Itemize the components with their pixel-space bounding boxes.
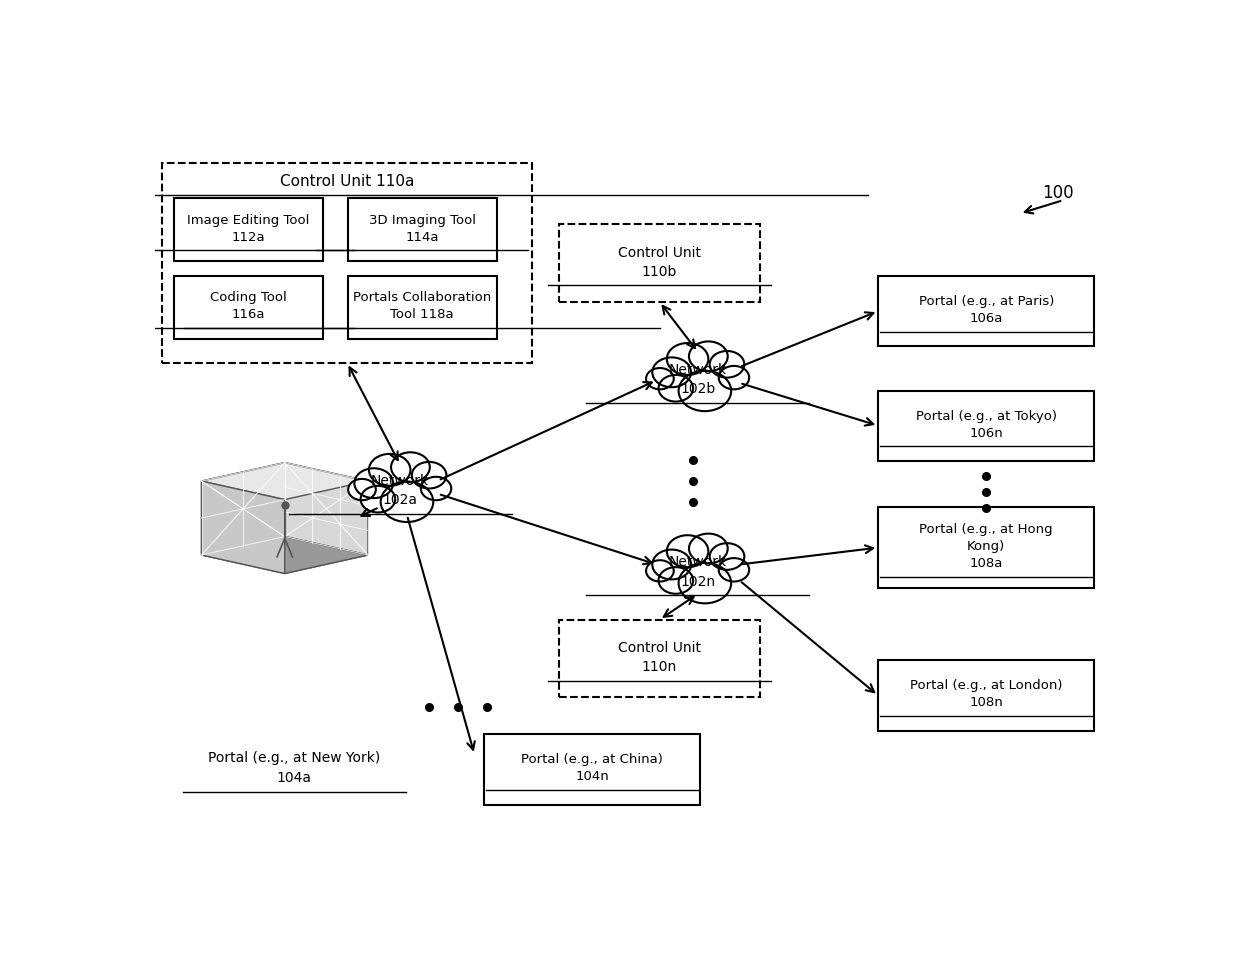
Text: 108n: 108n	[970, 696, 1003, 709]
Text: Control Unit 110a: Control Unit 110a	[280, 174, 414, 189]
Circle shape	[709, 351, 744, 377]
Text: Portal (e.g., at Tokyo): Portal (e.g., at Tokyo)	[916, 410, 1056, 422]
Circle shape	[652, 549, 691, 580]
Text: Control Unit: Control Unit	[618, 246, 701, 260]
FancyBboxPatch shape	[878, 660, 1095, 731]
Text: 112a: 112a	[232, 230, 265, 244]
Text: Tool 118a: Tool 118a	[391, 308, 454, 322]
Polygon shape	[202, 463, 368, 499]
Text: Portal (e.g., at New York): Portal (e.g., at New York)	[208, 752, 381, 765]
Polygon shape	[285, 463, 368, 555]
Text: 100: 100	[1043, 183, 1074, 202]
Circle shape	[420, 477, 451, 500]
FancyBboxPatch shape	[347, 276, 497, 339]
Circle shape	[391, 452, 430, 482]
Circle shape	[652, 357, 691, 387]
Text: 102n: 102n	[681, 575, 715, 588]
FancyBboxPatch shape	[559, 225, 760, 301]
FancyBboxPatch shape	[484, 734, 701, 804]
Circle shape	[412, 462, 446, 489]
Text: Network: Network	[668, 556, 727, 569]
Circle shape	[381, 482, 433, 522]
Circle shape	[370, 454, 410, 486]
Text: 104n: 104n	[575, 770, 609, 783]
Text: 110b: 110b	[642, 265, 677, 279]
Text: Portal (e.g., at Paris): Portal (e.g., at Paris)	[919, 295, 1054, 308]
Text: Control Unit: Control Unit	[618, 641, 701, 655]
FancyBboxPatch shape	[878, 276, 1095, 347]
Circle shape	[719, 366, 749, 390]
Text: 104a: 104a	[277, 771, 311, 785]
Text: 106a: 106a	[970, 312, 1003, 325]
FancyBboxPatch shape	[174, 199, 322, 261]
Text: Kong): Kong)	[967, 540, 1006, 553]
Circle shape	[678, 563, 732, 603]
Circle shape	[689, 534, 728, 564]
Circle shape	[658, 375, 693, 401]
Text: 116a: 116a	[232, 308, 265, 322]
Text: Portal (e.g., at London): Portal (e.g., at London)	[910, 680, 1063, 692]
FancyBboxPatch shape	[162, 163, 532, 363]
Circle shape	[646, 561, 673, 582]
Text: Portal (e.g., at China): Portal (e.g., at China)	[521, 754, 663, 766]
Circle shape	[667, 343, 708, 375]
Circle shape	[361, 486, 396, 513]
Polygon shape	[285, 481, 368, 573]
FancyBboxPatch shape	[174, 276, 322, 339]
Text: Coding Tool: Coding Tool	[210, 291, 286, 304]
Text: 102b: 102b	[681, 382, 715, 396]
Polygon shape	[202, 463, 285, 555]
Circle shape	[658, 567, 693, 593]
Circle shape	[678, 371, 732, 411]
Circle shape	[348, 479, 376, 500]
Text: 114a: 114a	[405, 230, 439, 244]
Text: Image Editing Tool: Image Editing Tool	[187, 214, 310, 227]
Circle shape	[646, 368, 673, 390]
Circle shape	[689, 342, 728, 372]
FancyBboxPatch shape	[878, 391, 1095, 461]
Circle shape	[667, 536, 708, 567]
Polygon shape	[202, 537, 368, 573]
FancyBboxPatch shape	[559, 620, 760, 697]
Text: 108a: 108a	[970, 558, 1003, 570]
FancyBboxPatch shape	[347, 199, 497, 261]
Text: 3D Imaging Tool: 3D Imaging Tool	[368, 214, 476, 227]
Text: 106n: 106n	[970, 426, 1003, 440]
Text: Network: Network	[371, 474, 429, 488]
Text: Portal (e.g., at Hong: Portal (e.g., at Hong	[919, 522, 1053, 536]
Text: 110n: 110n	[642, 660, 677, 674]
FancyBboxPatch shape	[878, 507, 1095, 588]
Circle shape	[709, 543, 744, 570]
Circle shape	[355, 468, 393, 498]
Circle shape	[719, 558, 749, 582]
Text: 102a: 102a	[383, 493, 418, 507]
Polygon shape	[202, 481, 285, 573]
Text: Network: Network	[668, 363, 727, 377]
Text: Portals Collaboration: Portals Collaboration	[353, 291, 491, 304]
